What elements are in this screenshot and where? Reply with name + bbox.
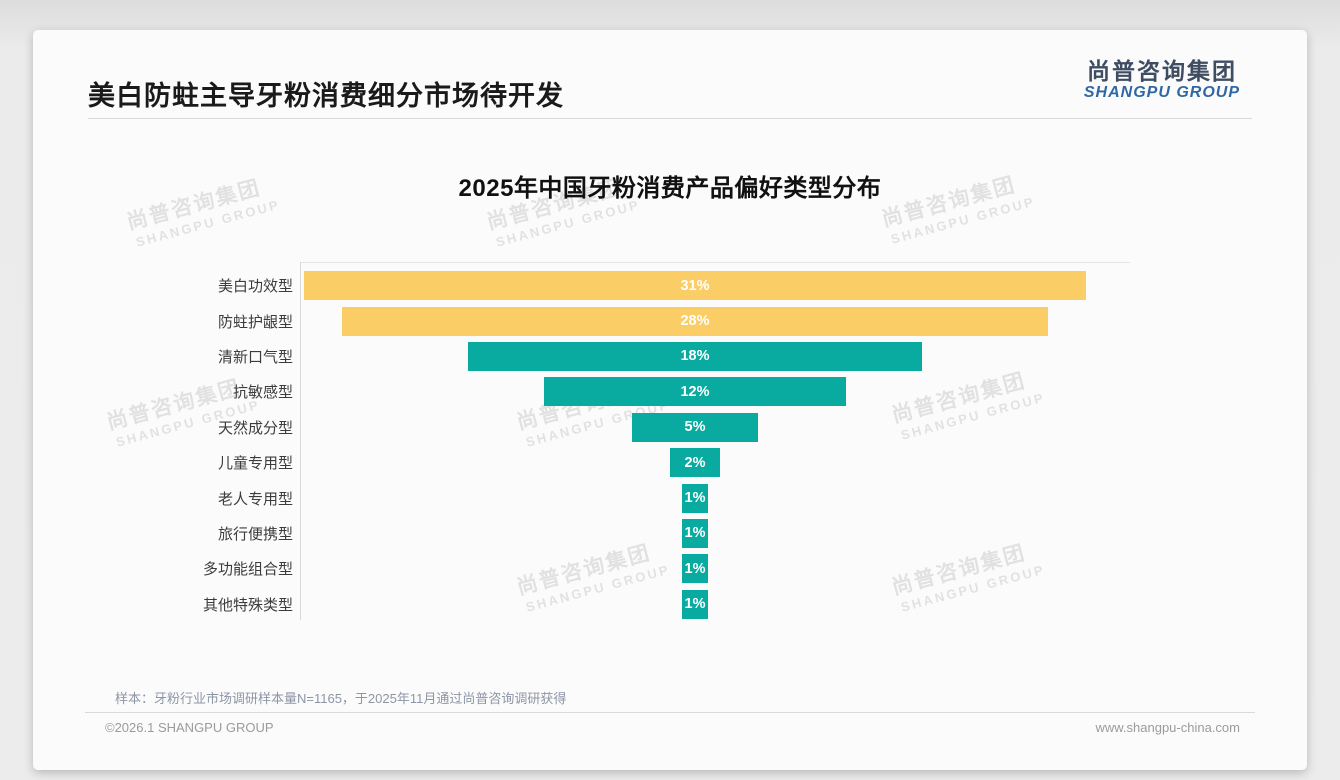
row-plot-area: 12% bbox=[300, 377, 1163, 407]
funnel-bar: 31% bbox=[304, 271, 1086, 301]
footer-website: www.shangpu-china.com bbox=[1095, 720, 1240, 735]
bar-value-label: 1% bbox=[684, 490, 706, 507]
row-plot-area: 31% bbox=[300, 271, 1163, 301]
category-label: 其他特殊类型 bbox=[202, 596, 293, 614]
funnel-bar: 1% bbox=[682, 518, 708, 548]
logo-en-text: SHANGPU GROUP bbox=[1083, 84, 1240, 102]
funnel-row: 旅行便携型 1% bbox=[33, 516, 1163, 551]
funnel-bar: 1% bbox=[682, 589, 708, 619]
y-axis-line bbox=[300, 262, 301, 620]
funnel-row: 多功能组合型 1% bbox=[33, 551, 1163, 586]
page-title: 美白防蛀主导牙粉消费细分市场待开发 bbox=[88, 81, 564, 111]
bar-value-label: 1% bbox=[684, 596, 706, 613]
row-plot-area: 18% bbox=[300, 341, 1163, 371]
row-plot-area: 1% bbox=[300, 554, 1163, 584]
row-plot-area: 1% bbox=[300, 518, 1163, 548]
bar-value-label: 18% bbox=[680, 348, 710, 365]
plot-top-border bbox=[300, 262, 1130, 263]
category-label: 多功能组合型 bbox=[202, 561, 293, 579]
funnel-row: 清新口气型 18% bbox=[33, 339, 1163, 374]
category-label: 老人专用型 bbox=[217, 490, 293, 508]
company-logo: 尚普咨询集团 SHANGPU GROUP bbox=[1084, 58, 1240, 102]
funnel-row: 美白功效型 31% bbox=[33, 268, 1163, 303]
funnel-bar: 28% bbox=[342, 306, 1048, 336]
funnel-bar: 12% bbox=[543, 377, 847, 407]
category-label: 防蛀护龈型 bbox=[217, 313, 293, 331]
category-label: 儿童专用型 bbox=[217, 455, 293, 473]
slide-card: 尚普咨询集团 SHANGPU GROUP 尚普咨询集团 SHANGPU GROUP … bbox=[33, 30, 1307, 770]
funnel-bar: 2% bbox=[669, 448, 721, 478]
funnel-bar: 18% bbox=[468, 341, 922, 371]
footer-copyright: ©2026.1 SHANGPU GROUP bbox=[105, 720, 274, 735]
watermark-en: SHANGPU GROUP bbox=[134, 196, 282, 250]
bar-value-label: 28% bbox=[680, 313, 710, 330]
row-plot-area: 5% bbox=[300, 412, 1163, 442]
bar-value-label: 5% bbox=[684, 419, 706, 436]
funnel-chart: 美白功效型 31% 防蛀护龈型 28% 清新口气型 18% 抗敏感型 12% 天然成分型 5% 儿童… bbox=[33, 262, 1163, 622]
row-plot-area: 2% bbox=[300, 448, 1163, 478]
bar-value-label: 1% bbox=[684, 560, 706, 577]
sample-note: 样本：牙粉行业市场调研样本量N=1165，于2025年11月通过尚普咨询调研获得 bbox=[115, 691, 567, 706]
chart-title: 2025年中国牙粉消费产品偏好类型分布 bbox=[458, 175, 882, 202]
watermark-en: SHANGPU GROUP bbox=[494, 196, 642, 250]
category-label: 美白功效型 bbox=[217, 278, 293, 296]
bar-value-label: 31% bbox=[680, 277, 710, 294]
funnel-bar: 5% bbox=[632, 412, 758, 442]
funnel-row: 儿童专用型 2% bbox=[33, 445, 1163, 480]
category-label: 天然成分型 bbox=[217, 419, 293, 437]
row-plot-area: 1% bbox=[300, 589, 1163, 619]
funnel-row: 天然成分型 5% bbox=[33, 410, 1163, 445]
funnel-bar: 1% bbox=[682, 483, 708, 513]
funnel-row: 老人专用型 1% bbox=[33, 480, 1163, 515]
bar-value-label: 12% bbox=[680, 383, 710, 400]
header-divider bbox=[88, 118, 1252, 119]
footer-divider bbox=[85, 712, 1255, 713]
funnel-bar: 1% bbox=[682, 554, 708, 584]
category-label: 清新口气型 bbox=[217, 348, 293, 366]
category-label: 抗敏感型 bbox=[232, 384, 293, 402]
funnel-row: 其他特殊类型 1% bbox=[33, 587, 1163, 622]
bar-value-label: 1% bbox=[684, 525, 706, 542]
row-plot-area: 1% bbox=[300, 483, 1163, 513]
bar-value-label: 2% bbox=[684, 454, 706, 471]
logo-cn-text: 尚普咨询集团 bbox=[1086, 58, 1237, 84]
funnel-row: 抗敏感型 12% bbox=[33, 374, 1163, 409]
funnel-row: 防蛀护龈型 28% bbox=[33, 303, 1163, 338]
category-label: 旅行便携型 bbox=[217, 525, 293, 543]
row-plot-area: 28% bbox=[300, 306, 1163, 336]
